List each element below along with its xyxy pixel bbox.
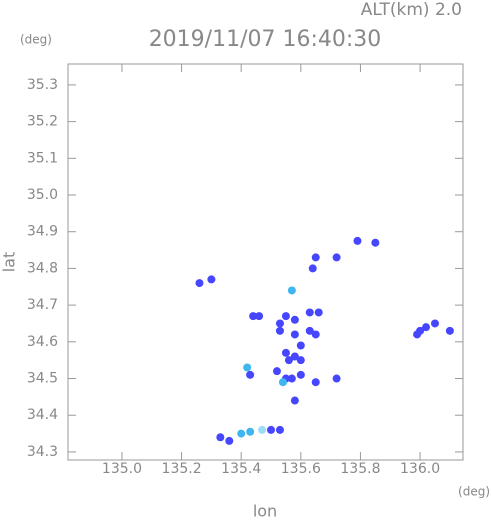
echo-point: [445, 326, 454, 335]
echo-point: [278, 378, 287, 387]
y-tick-label: 34.9: [27, 224, 58, 240]
echo-point: [308, 264, 317, 273]
y-tick-label: 35.3: [27, 77, 58, 93]
y-tick-label: 34.6: [27, 334, 58, 350]
y-unit: (deg): [20, 33, 52, 47]
y-tick-label: 34.4: [27, 407, 58, 423]
echo-point: [287, 374, 296, 383]
echo-point: [305, 326, 314, 335]
echo-point: [275, 319, 284, 328]
echo-point: [246, 427, 255, 436]
y-tick-label: 35.0: [27, 187, 58, 203]
echo-point: [207, 275, 216, 284]
x-tick-label: 135.8: [340, 461, 380, 477]
x-unit: (deg): [458, 485, 490, 499]
echo-point: [305, 308, 314, 317]
echo-point: [430, 319, 439, 328]
echo-point: [311, 330, 320, 339]
y-axis-label: lat: [0, 252, 19, 273]
x-tick-label: 135.6: [281, 461, 321, 477]
echo-point: [195, 279, 204, 288]
echo-point: [249, 312, 258, 321]
echo-point: [255, 312, 264, 321]
echo-point: [246, 370, 255, 379]
echo-point: [225, 436, 234, 445]
plot-frame: [67, 63, 464, 461]
echo-point: [290, 315, 299, 324]
y-tick-label: 34.3: [27, 444, 58, 460]
echo-point: [275, 425, 284, 434]
echo-point: [353, 236, 362, 245]
y-tick-label: 35.1: [27, 150, 58, 166]
echo-point: [281, 312, 290, 321]
y-tick-label: 34.5: [27, 371, 58, 387]
echo-point: [290, 352, 299, 361]
axes: [68, 64, 463, 460]
echo-point: [281, 348, 290, 357]
echo-point: [287, 286, 296, 295]
y-tick-label: 34.8: [27, 260, 58, 276]
x-tick-label: 135.4: [221, 461, 261, 477]
echo-point: [413, 330, 422, 339]
chart-subtitle: ALT(km) 2.0: [361, 0, 462, 20]
echo-point: [314, 308, 323, 317]
x-tick-label: 136.0: [400, 461, 440, 477]
echo-point: [422, 323, 431, 332]
echo-point: [290, 330, 299, 339]
echo-point: [311, 253, 320, 262]
echo-point: [267, 425, 276, 434]
echo-point: [284, 356, 293, 365]
echo-point: [296, 356, 305, 365]
echo-point: [332, 374, 341, 383]
echo-point: [275, 326, 284, 335]
x-tick-label: 135.2: [162, 461, 202, 477]
y-tick-label: 35.2: [27, 114, 58, 130]
echo-point: [296, 370, 305, 379]
echo-point: [290, 396, 299, 405]
y-tick-label: 34.7: [27, 297, 58, 313]
echo-point: [332, 253, 341, 262]
echo-point: [237, 429, 246, 438]
echo-point: [216, 433, 225, 442]
echo-point: [371, 238, 380, 247]
echo-point: [311, 378, 320, 387]
echo-point: [296, 341, 305, 350]
chart-title: 2019/11/07 16:40:30: [149, 27, 382, 52]
x-tick-label: 135.0: [102, 461, 142, 477]
x-axis-label: lon: [253, 502, 277, 521]
echo-point: [258, 425, 267, 434]
echo-point: [243, 363, 252, 372]
echo-point: [272, 367, 281, 376]
